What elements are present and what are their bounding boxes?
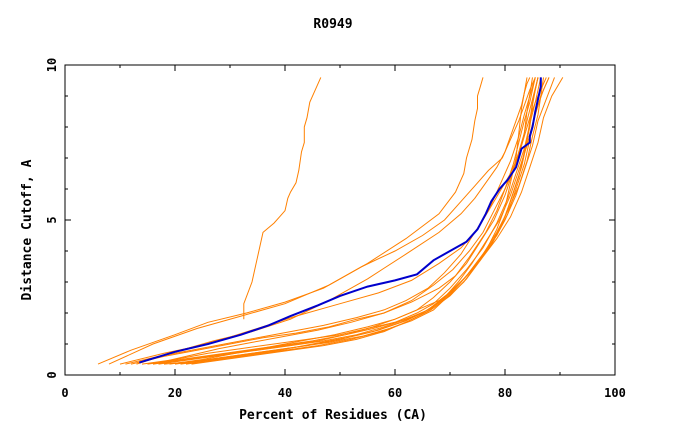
- x-tick-label: 100: [604, 386, 626, 400]
- y-axis-label: Distance Cutoff, A: [20, 159, 35, 300]
- highlight-layer: [139, 77, 542, 364]
- y-tick-label: 0: [45, 371, 59, 378]
- series-line-4: [108, 77, 536, 365]
- series-line-6: [141, 77, 542, 365]
- y-tick-label: 5: [45, 216, 59, 223]
- series-line-17: [136, 77, 531, 365]
- series-line-5: [130, 77, 533, 365]
- x-tick-label: 60: [388, 386, 402, 400]
- y-axis: 0 5 10: [45, 58, 615, 379]
- y-tick-label: 10: [45, 58, 59, 72]
- series-line-2: [97, 77, 484, 365]
- series-line-14: [185, 77, 550, 365]
- highlight-series-line: [139, 77, 542, 364]
- series-layer: [97, 77, 564, 365]
- chart-title: R0949: [313, 17, 352, 32]
- series-line-18: [152, 77, 536, 365]
- x-tick-label: 0: [61, 386, 68, 400]
- x-tick-label: 80: [498, 386, 512, 400]
- x-axis-label: Percent of Residues (CA): [239, 408, 427, 423]
- series-line-8: [152, 77, 539, 365]
- x-tick-label: 40: [278, 386, 292, 400]
- x-axis: 0 20 40 60 80 100: [61, 65, 626, 400]
- series-line-16: [191, 77, 539, 365]
- series-line-15: [125, 77, 536, 365]
- series-line-1: [243, 77, 322, 320]
- x-tick-label: 20: [168, 386, 182, 400]
- series-line-13: [180, 77, 539, 365]
